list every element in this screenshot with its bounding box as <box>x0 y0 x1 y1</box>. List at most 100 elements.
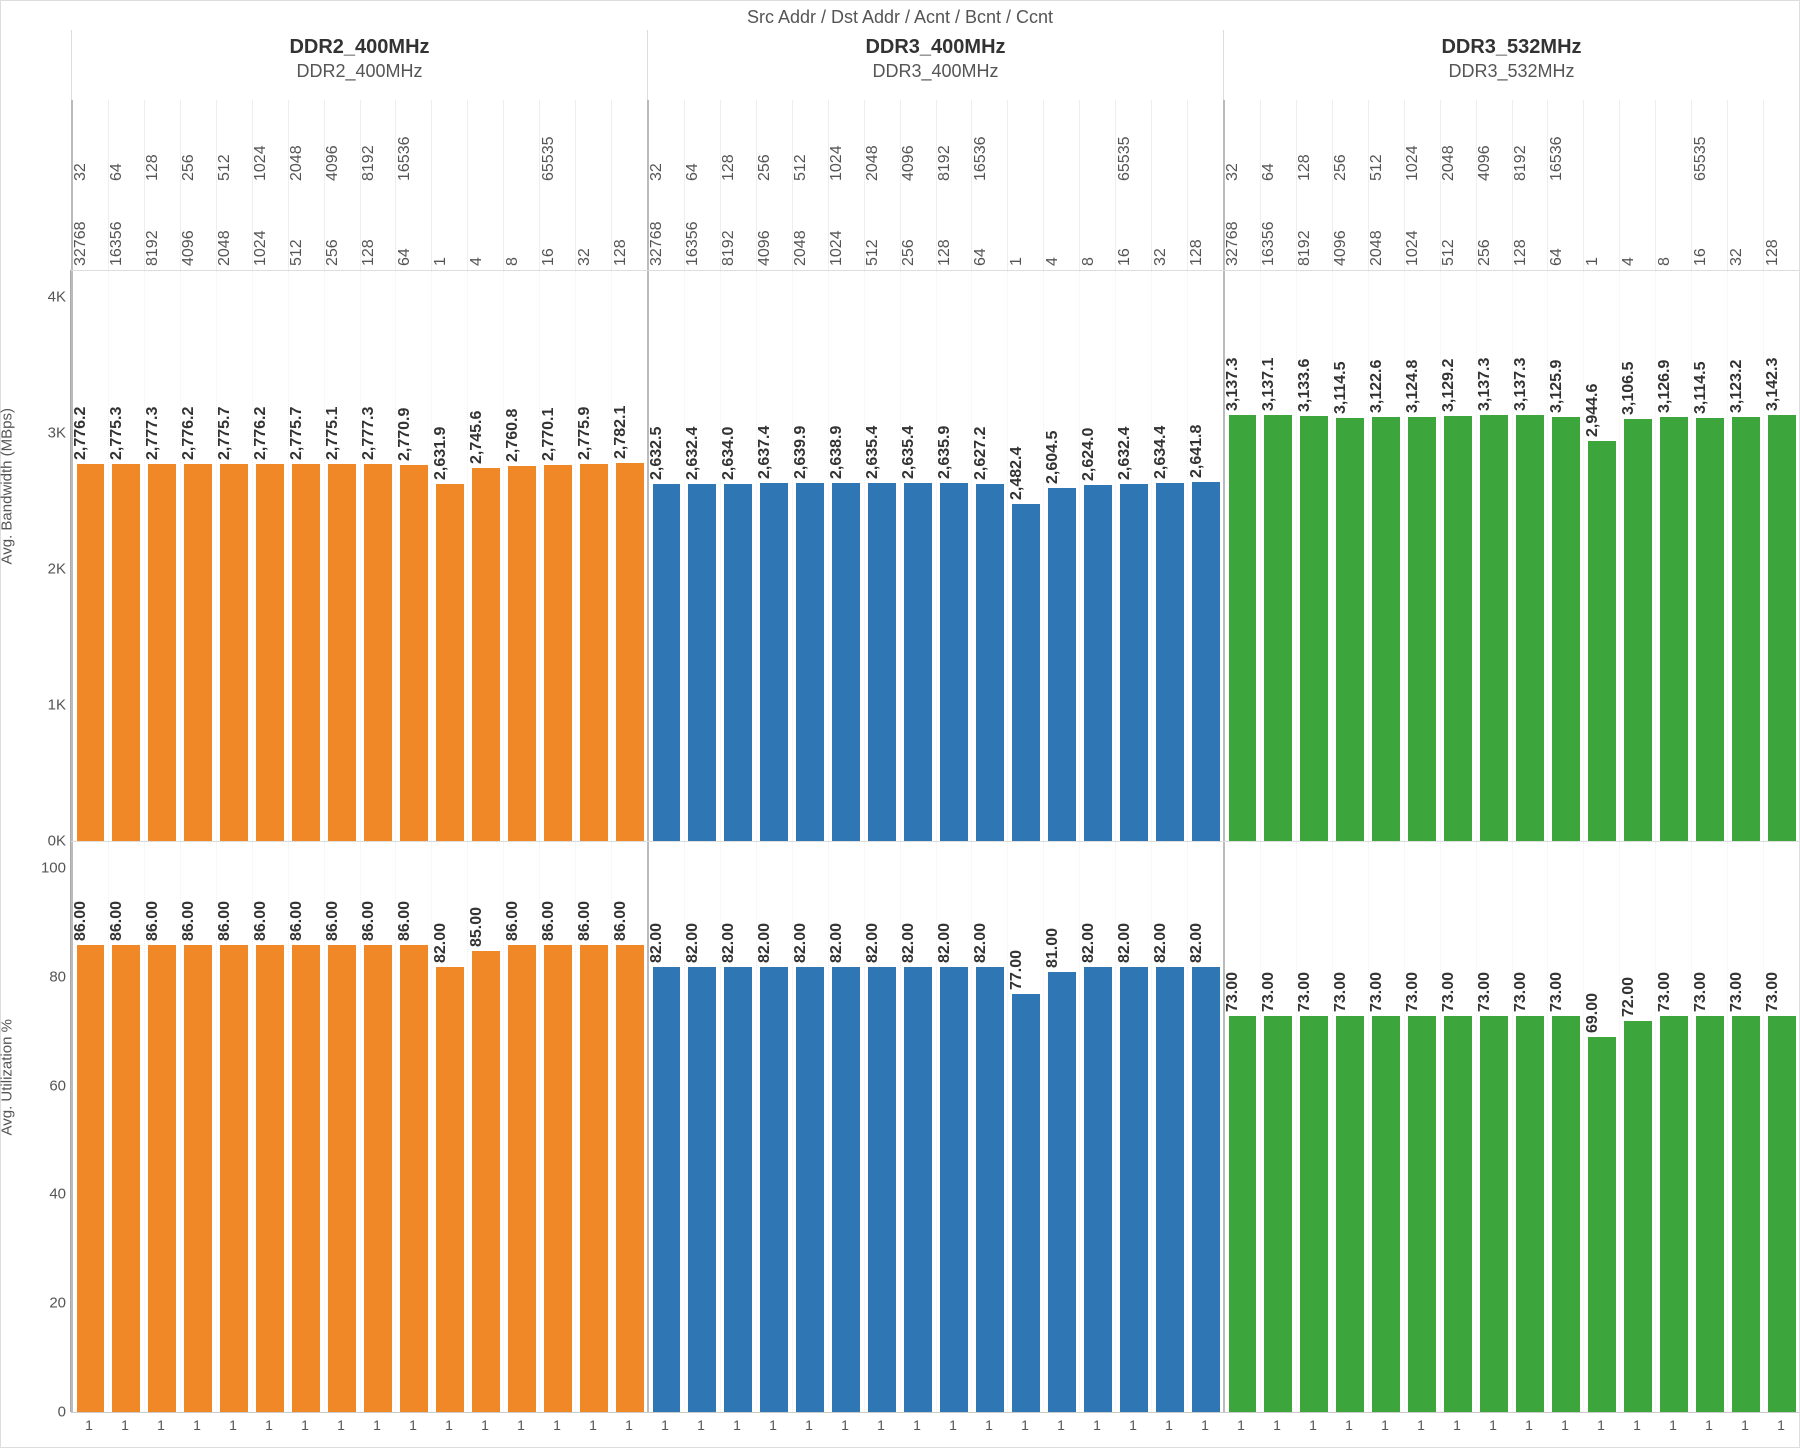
header-label-text: 32 <box>1224 163 1242 181</box>
bar-slot: 3,126.9 <box>1655 271 1691 841</box>
header-label-cell: 16 <box>1115 185 1151 270</box>
header-label-cell: 8192 <box>144 185 180 270</box>
bar-value-label: 82.00 <box>864 923 882 963</box>
bar-value-label: 82.00 <box>792 923 810 963</box>
bar-value-label: 3,129.2 <box>1440 359 1458 412</box>
bar: 2,632.4 <box>1120 484 1148 841</box>
bar-slot: 82.00 <box>684 842 720 1412</box>
bar-slot: 86.00 <box>180 842 216 1412</box>
header-label-text: 2048 <box>1440 145 1458 181</box>
header-label-text: 16 <box>1692 248 1710 266</box>
bar-value-label: 2,944.6 <box>1584 384 1602 437</box>
x-tick: 1 <box>827 1413 863 1440</box>
bar: 2,770.9 <box>400 465 428 841</box>
bar: 73.00 <box>1264 1016 1292 1412</box>
header-label-cell: 16536 <box>971 100 1007 185</box>
bar: 73.00 <box>1408 1016 1436 1412</box>
bar-value-label: 2,627.2 <box>972 427 990 480</box>
bar: 2,635.9 <box>940 483 968 841</box>
bar-slot: 86.00 <box>324 842 360 1412</box>
header-label-cell: 128 <box>1187 185 1223 270</box>
bar-value-label: 3,106.5 <box>1620 362 1638 415</box>
header-label-text: 2048 <box>1368 230 1386 266</box>
bar-slot: 86.00 <box>539 842 575 1412</box>
bar: 73.00 <box>1372 1016 1400 1412</box>
bar-slot: 82.00 <box>1115 842 1151 1412</box>
header-label-cell: 16 <box>539 185 575 270</box>
bar-value-label: 2,482.4 <box>1008 447 1026 500</box>
bar: 86.00 <box>256 945 284 1412</box>
group-header: DDR3_400MHzDDR3_400MHz <box>647 30 1223 100</box>
x-tick: 1 <box>1187 1413 1223 1440</box>
header-label-cell: 4 <box>1043 185 1079 270</box>
group-subtitle: DDR2_400MHz <box>72 61 647 82</box>
header-label-text: 128 <box>1764 239 1782 266</box>
bar-slot: 82.00 <box>900 842 936 1412</box>
bar: 2,770.1 <box>544 465 572 841</box>
y-tick: 60 <box>49 1077 66 1094</box>
bar: 2,776.2 <box>77 464 105 841</box>
header-label-cell: 8192 <box>1296 185 1332 270</box>
header-label-cell: 256 <box>324 185 360 270</box>
header-label-cell: 128 <box>936 185 972 270</box>
y-axis-utilization: Avg. Utilization % 020406080100 <box>1 841 71 1412</box>
bar-value-label: 86.00 <box>612 901 630 941</box>
bar-slot: 73.00 <box>1763 842 1799 1412</box>
x-tick: 1 <box>1475 1413 1511 1440</box>
header-label-cell <box>611 100 647 185</box>
header-label-cell: 1024 <box>1404 185 1440 270</box>
header-label-text: 4096 <box>756 230 774 266</box>
x-tick: 1 <box>1439 1413 1475 1440</box>
header-label-text: 16356 <box>1260 222 1278 267</box>
bar-value-label: 2,632.5 <box>648 426 666 479</box>
header-label-cell: 512 <box>792 100 828 185</box>
bar-slot: 73.00 <box>1223 842 1260 1412</box>
header-label-text: 64 <box>1260 163 1278 181</box>
header-label-cell: 64 <box>1260 100 1296 185</box>
header-label-text: 64 <box>972 248 990 266</box>
header-label-cell: 256 <box>1476 185 1512 270</box>
header-label-cell <box>1583 100 1619 185</box>
header-label-cell: 128 <box>611 185 647 270</box>
bar-value-label: 2,631.9 <box>432 426 450 479</box>
bar-value-label: 86.00 <box>504 901 522 941</box>
bar-value-label: 2,775.9 <box>576 407 594 460</box>
bar-slot: 73.00 <box>1332 842 1368 1412</box>
header-label-cell: 16356 <box>1260 185 1296 270</box>
bar-slot: 82.00 <box>720 842 756 1412</box>
header-label-text: 8192 <box>936 145 954 181</box>
x-tick: 1 <box>1511 1413 1547 1440</box>
bar-slot: 82.00 <box>971 842 1007 1412</box>
x-tick: 1 <box>1763 1413 1799 1440</box>
x-tick: 1 <box>1691 1413 1727 1440</box>
bar: 82.00 <box>1120 967 1148 1412</box>
bar-slot: 2,632.5 <box>647 271 684 841</box>
header-label-cell: 256 <box>180 100 216 185</box>
x-tick: 1 <box>539 1413 575 1440</box>
bar: 3,106.5 <box>1624 419 1652 841</box>
header-label-cell: 16536 <box>1547 100 1583 185</box>
header-label-cell: 256 <box>900 185 936 270</box>
bar: 2,641.8 <box>1192 482 1220 841</box>
group-title: DDR2_400MHz <box>72 36 647 59</box>
header-label-text: 1024 <box>252 145 270 181</box>
bar: 82.00 <box>688 967 716 1412</box>
header-label-text: 32 <box>72 163 90 181</box>
bar-value-label: 73.00 <box>1332 972 1350 1012</box>
bar: 3,124.8 <box>1408 417 1436 841</box>
bar: 3,125.9 <box>1552 417 1580 841</box>
group-subtitle: DDR3_400MHz <box>648 61 1223 82</box>
bar: 73.00 <box>1552 1016 1580 1412</box>
bar: 82.00 <box>724 967 752 1412</box>
bar-slot: 2,776.2 <box>71 271 108 841</box>
bar: 86.00 <box>400 945 428 1412</box>
header-label-cell <box>1079 100 1115 185</box>
bar-slot: 3,106.5 <box>1619 271 1655 841</box>
header-label-cell: 128 <box>360 185 396 270</box>
bar-slot: 2,775.1 <box>324 271 360 841</box>
bar: 81.00 <box>1048 972 1076 1412</box>
bar: 82.00 <box>1084 967 1112 1412</box>
bar-value-label: 86.00 <box>576 901 594 941</box>
header-label-cell: 64 <box>395 185 431 270</box>
bar-value-label: 82.00 <box>684 923 702 963</box>
